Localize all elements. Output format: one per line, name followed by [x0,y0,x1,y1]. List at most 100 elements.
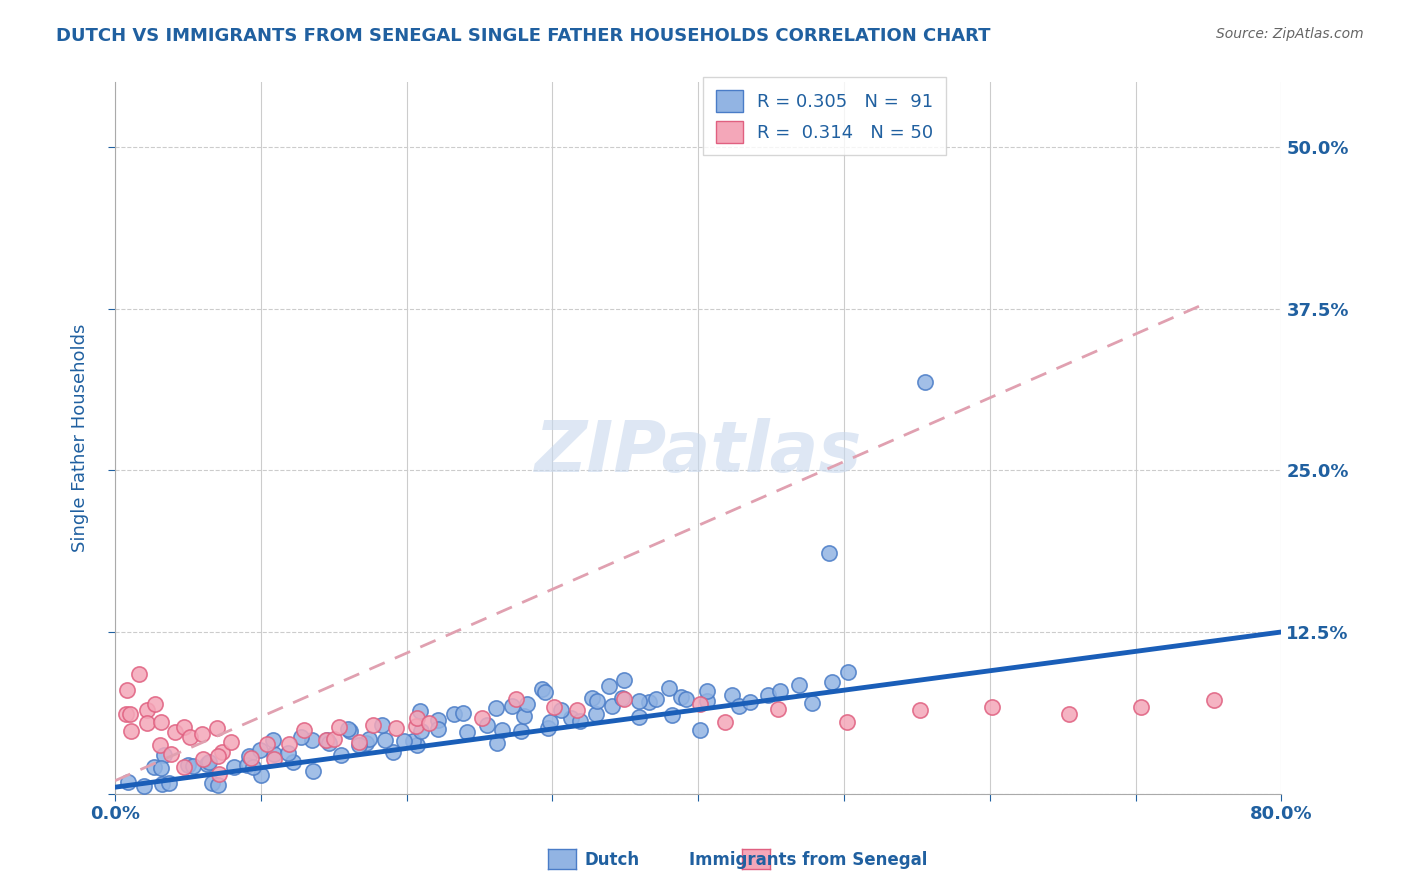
Point [177,758,200,772]
Point [160,747,183,762]
Point [835,715,858,730]
Point [818,546,841,560]
Point [738,695,761,709]
Point [249,768,271,782]
Point [205,721,228,735]
Point [347,738,370,752]
Point [128,667,150,681]
Point [191,727,214,741]
Point [443,707,465,722]
Point [149,714,172,729]
Point [153,748,176,763]
Point [197,755,219,769]
Point [505,691,527,706]
Point [173,760,195,774]
Point [149,761,172,775]
Point [354,736,377,750]
Point [278,737,301,751]
Point [277,746,299,760]
Point [328,720,350,734]
Point [179,730,201,744]
Point [908,703,931,717]
Point [318,736,340,750]
Point [207,748,229,763]
Point [456,724,478,739]
Point [374,732,396,747]
Point [336,722,359,736]
Text: Dutch: Dutch [583,851,640,869]
Point [406,711,429,725]
Point [675,692,697,706]
Point [316,733,339,747]
Point [661,708,683,723]
Point [173,720,195,734]
Point [568,714,591,728]
Point [418,716,440,731]
Point [409,704,432,718]
Point [801,696,824,710]
Point [262,733,284,747]
Point [491,723,513,738]
Point [135,703,157,717]
Point [181,759,204,773]
Text: Source: ZipAtlas.com: Source: ZipAtlas.com [1216,27,1364,41]
Point [538,715,561,730]
Y-axis label: Single Father Households: Single Father Households [72,324,89,552]
Point [411,723,433,738]
Point [509,723,531,738]
Point [157,775,180,789]
Point [980,700,1002,714]
Point [292,723,315,737]
Point [787,678,810,692]
Point [163,725,186,739]
Point [485,700,508,714]
Point [315,733,337,747]
Point [721,688,744,702]
Point [132,779,155,793]
Point [281,756,304,770]
Point [222,760,245,774]
Point [426,713,449,727]
Point [627,694,650,708]
Point [669,690,692,704]
Point [359,731,381,746]
Point [501,699,523,714]
Point [290,730,312,744]
Point [208,766,231,780]
Point [453,706,475,721]
Point [696,693,718,707]
Point [658,681,681,695]
Point [1057,706,1080,721]
Point [361,718,384,732]
Point [115,683,138,698]
Point [150,777,173,791]
Point [628,710,651,724]
Point [149,738,172,752]
Point [598,679,620,693]
Point [242,759,264,773]
Point [256,737,278,751]
Point [347,735,370,749]
Legend: R = 0.305   N =  91, R =  0.314   N = 50: R = 0.305 N = 91, R = 0.314 N = 50 [703,77,946,155]
Point [696,684,718,698]
Point [537,721,560,735]
Point [471,711,494,725]
Point [533,685,555,699]
Point [565,704,588,718]
Text: Immigrants from Senegal: Immigrants from Senegal [689,851,928,869]
Point [405,719,427,733]
Point [117,775,139,789]
Point [560,711,582,725]
Point [485,736,508,750]
Point [581,691,603,706]
Point [195,757,218,772]
Point [370,718,392,732]
Point [756,688,779,702]
Point [1204,693,1226,707]
Point [193,752,215,766]
Point [543,699,565,714]
Point [392,733,415,747]
Point [402,733,425,747]
Point [914,376,936,390]
Point [769,684,792,698]
